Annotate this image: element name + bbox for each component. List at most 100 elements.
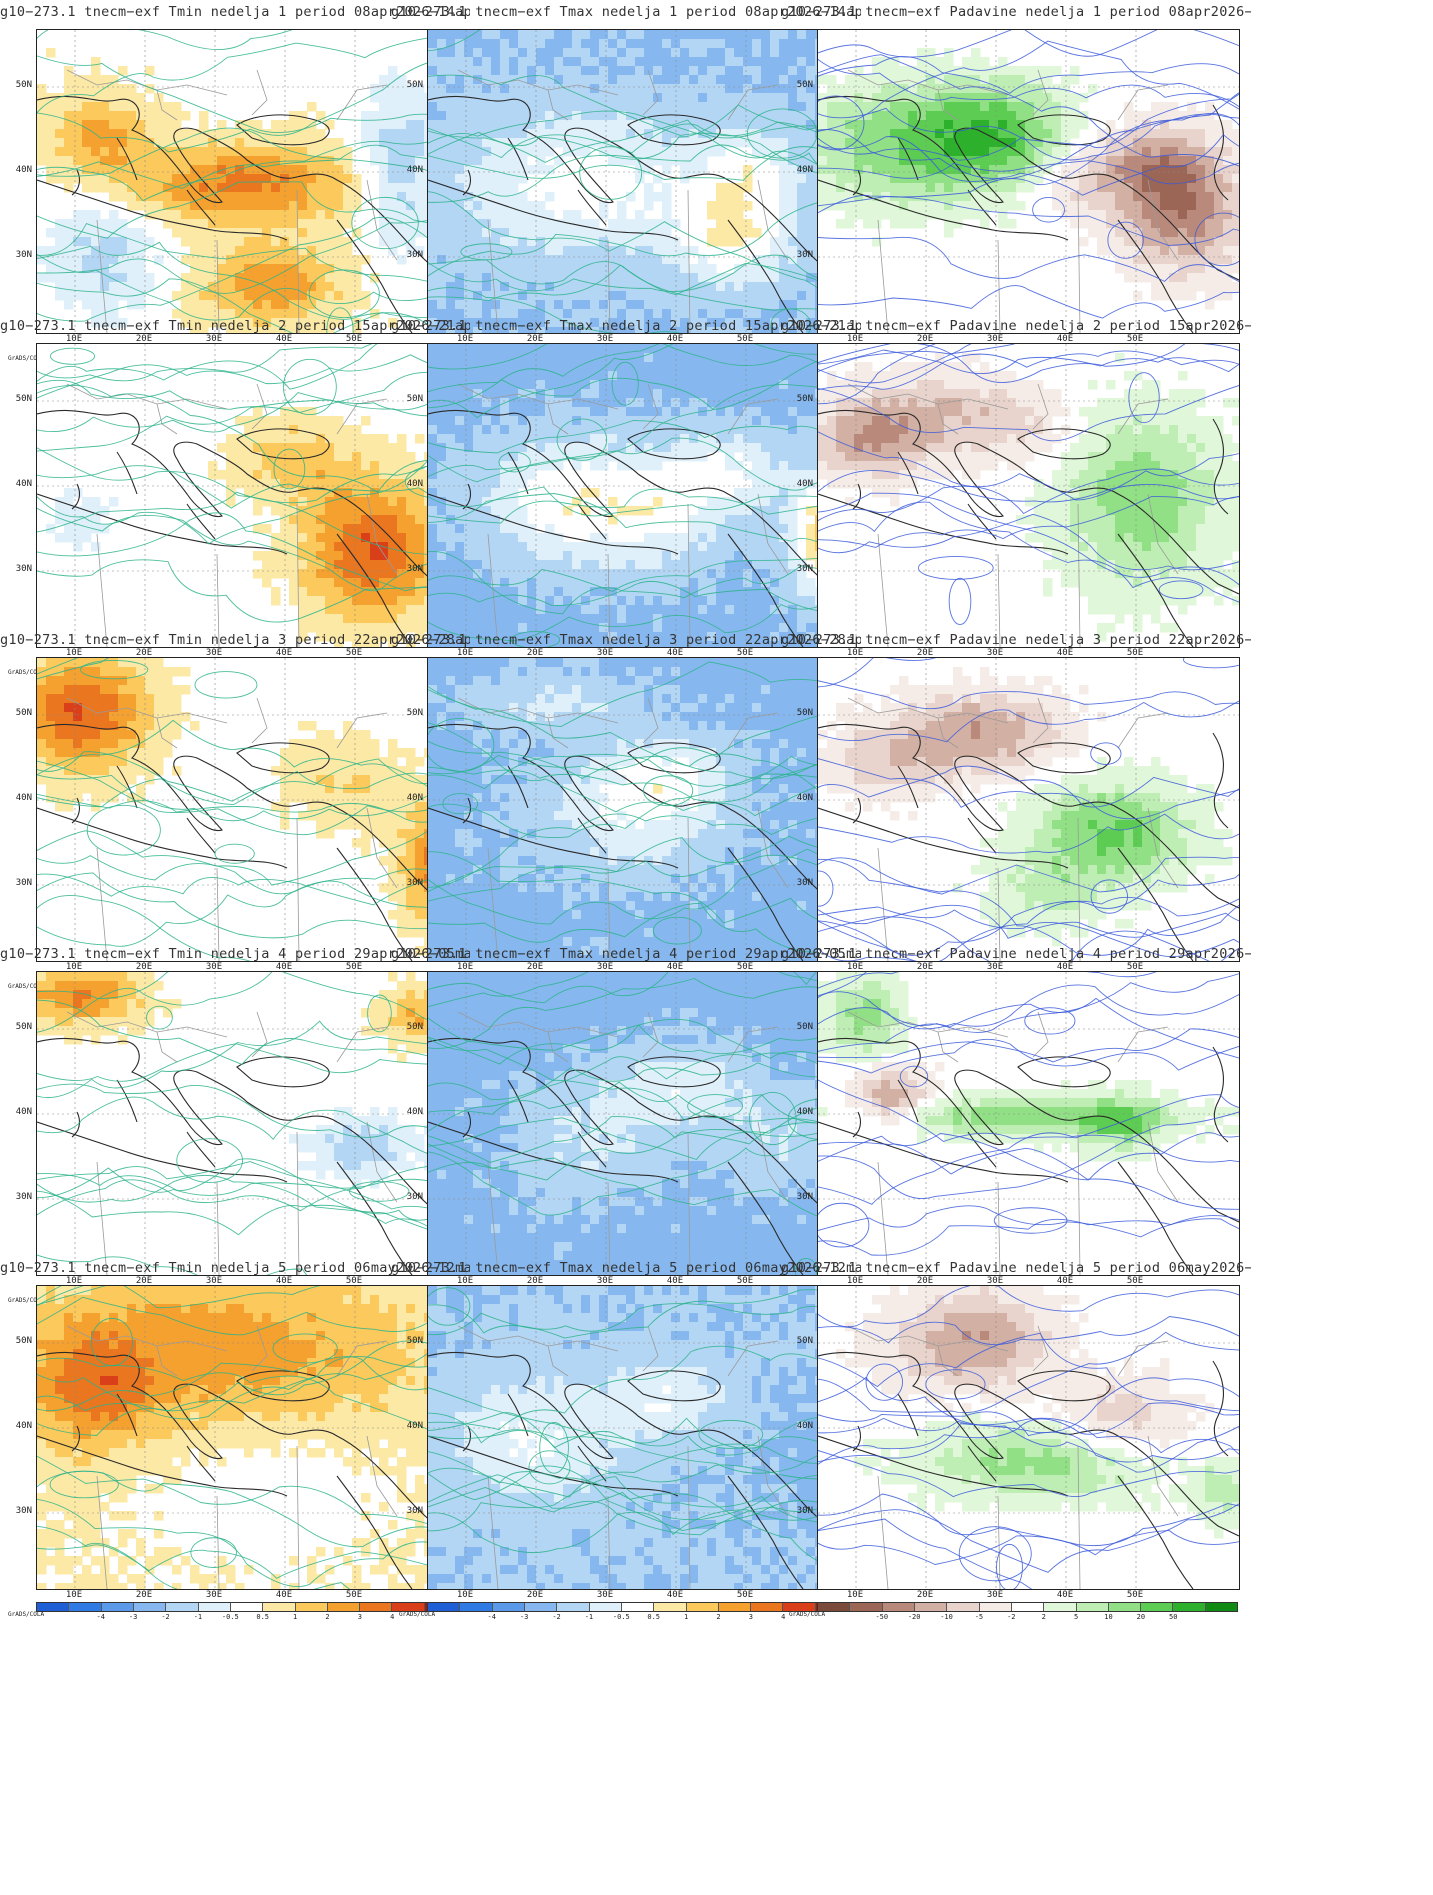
lat-label: 40N xyxy=(796,1107,813,1117)
forecast-panel: g10−273.1 tnecm−exf Padavine nedelja 5 p… xyxy=(781,1256,1251,1631)
lon-label: 30E xyxy=(205,648,223,658)
lon-label: 40E xyxy=(1056,648,1074,658)
lat-label: 30N xyxy=(15,1506,32,1516)
legend-tick-label: -4 xyxy=(487,1613,496,1621)
map-plot xyxy=(36,29,459,334)
lat-label: 50N xyxy=(796,394,813,404)
lon-label: 20E xyxy=(916,334,934,344)
map-plot xyxy=(427,657,850,962)
legend-swatch xyxy=(101,1603,134,1611)
grads-credit: GrADS/COLA xyxy=(8,1611,45,1618)
legend-swatch xyxy=(166,1603,199,1611)
lat-label: 30N xyxy=(796,878,813,888)
lon-label: 10E xyxy=(65,962,83,972)
legend-swatch xyxy=(69,1603,102,1611)
lat-label: 40N xyxy=(406,793,423,803)
lat-label: 50N xyxy=(796,1022,813,1032)
lon-label: 10E xyxy=(456,962,474,972)
lat-label: 40N xyxy=(406,165,423,175)
lat-label: 30N xyxy=(796,250,813,260)
panel-title: g10−273.1 tnecm−exf Tmin nedelja 5 perio… xyxy=(0,1260,470,1276)
legend-swatch xyxy=(1141,1603,1174,1611)
panel-title: g10−273.1 tnecm−exf Tmin nedelja 4 perio… xyxy=(0,946,470,962)
legend-tick-label: 10 xyxy=(1104,1613,1113,1621)
legend-swatch xyxy=(1108,1603,1142,1611)
legend-swatch xyxy=(1173,1603,1206,1611)
panel-title: g10−273.1 tnecm−exf Padavine nedelja 5 p… xyxy=(781,1260,1251,1276)
lon-label: 40E xyxy=(275,334,293,344)
panel-title: g10−273.1 tnecm−exf Padavine nedelja 2 p… xyxy=(781,318,1251,334)
legend-swatch xyxy=(295,1603,328,1611)
legend-swatch xyxy=(428,1603,461,1611)
lat-label: 30N xyxy=(15,250,32,260)
forecast-panel: g10−273.1 tnecm−exf Tmax nedelja 3 perio… xyxy=(391,628,861,1003)
grads-credit: GrADS/COLA xyxy=(8,355,45,362)
lon-label: 10E xyxy=(846,648,864,658)
legend-swatch xyxy=(947,1603,980,1611)
legend-tick-label: -0.5 xyxy=(221,1613,239,1621)
legend-tick-label: 5 xyxy=(1073,1613,1079,1621)
lon-label: 50E xyxy=(736,334,754,344)
legend-tick-label: -2 xyxy=(1007,1613,1016,1621)
legend-swatch xyxy=(1205,1603,1238,1611)
map-plot xyxy=(36,343,459,648)
lat-label: 30N xyxy=(15,878,32,888)
map-plot xyxy=(817,971,1240,1276)
lat-label: 50N xyxy=(406,708,423,718)
map-plot xyxy=(817,343,1240,648)
lon-label: 20E xyxy=(135,1590,153,1600)
lon-label: 50E xyxy=(345,962,363,972)
lon-label: 10E xyxy=(65,648,83,658)
lon-label: 30E xyxy=(986,648,1004,658)
lon-label: 30E xyxy=(596,648,614,658)
forecast-panel: g10−273.1 tnecm−exf Padavine nedelja 4 p… xyxy=(781,942,1251,1317)
lon-label: 50E xyxy=(345,1276,363,1286)
lon-label: 40E xyxy=(1056,334,1074,344)
legend-tick-label: 3 xyxy=(357,1613,362,1621)
forecast-panel: g10−273.1 tnecm−exf Tmin nedelja 1 perio… xyxy=(0,0,470,375)
map-field xyxy=(818,1286,1239,1589)
legend-tick-label: -2 xyxy=(552,1613,561,1621)
lon-label: 20E xyxy=(526,1590,544,1600)
legend-tick-label: -3 xyxy=(128,1613,138,1621)
lon-label: 50E xyxy=(1126,648,1144,658)
lon-label: 30E xyxy=(596,1276,614,1286)
legend-tick-label: -0.5 xyxy=(612,1613,630,1621)
forecast-panel: g10−273.1 tnecm−exf Padavine nedelja 1 p… xyxy=(781,0,1251,375)
lon-label: 10E xyxy=(846,1590,864,1600)
legend-tick-label: 2 xyxy=(1041,1613,1046,1621)
lon-label: 20E xyxy=(916,962,934,972)
lat-label: 40N xyxy=(796,793,813,803)
legend-tick-label: -3 xyxy=(519,1613,529,1621)
legend-swatch xyxy=(557,1603,590,1611)
lat-label: 30N xyxy=(15,564,32,574)
legend-swatch xyxy=(654,1603,687,1611)
lon-label: 20E xyxy=(526,648,544,658)
legend-swatch xyxy=(818,1603,851,1611)
legend-tick-label: -5 xyxy=(974,1613,984,1621)
lon-label: 30E xyxy=(205,1276,223,1286)
panel-title: g10−273.1 tnecm−exf Tmin nedelja 3 perio… xyxy=(0,632,470,648)
lon-label: 10E xyxy=(456,1276,474,1286)
legend-tick-label: 4 xyxy=(781,1613,786,1621)
lat-label: 40N xyxy=(15,793,32,803)
legend-swatch xyxy=(1076,1603,1109,1611)
legend-swatch xyxy=(621,1603,655,1611)
legend-swatch xyxy=(524,1603,558,1611)
lat-label: 40N xyxy=(15,165,32,175)
lon-label: 40E xyxy=(666,1590,684,1600)
lon-label: 40E xyxy=(1056,1276,1074,1286)
grads-credit: GrADS/COLA xyxy=(8,983,45,990)
legend-swatch xyxy=(230,1603,264,1611)
lon-label: 20E xyxy=(135,334,153,344)
legend-tick-label: 50 xyxy=(1169,1613,1178,1621)
lon-label: 40E xyxy=(275,962,293,972)
legend-swatch xyxy=(979,1603,1012,1611)
lon-label: 30E xyxy=(986,962,1004,972)
legend-swatch xyxy=(686,1603,719,1611)
lon-label: 20E xyxy=(916,648,934,658)
map-plot xyxy=(427,343,850,648)
lon-label: 10E xyxy=(846,1276,864,1286)
panel-title: g10−273.1 tnecm−exf Tmin nedelja 1 perio… xyxy=(0,4,470,20)
lat-label: 30N xyxy=(406,1506,423,1516)
